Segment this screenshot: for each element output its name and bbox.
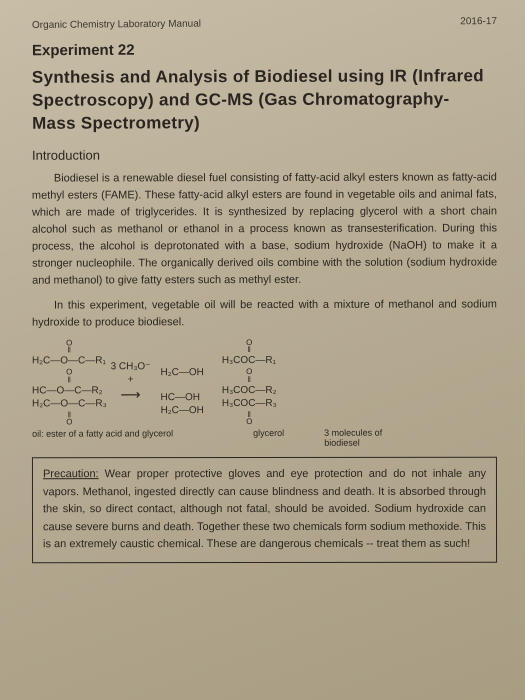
intro-heading: Introduction xyxy=(32,146,497,163)
reagent-label: 3 CH₃O⁻ xyxy=(111,362,151,373)
product-glycerol: H₂C—OH HC—OH H₂C—OH xyxy=(160,349,203,416)
experiment-number: Experiment 22 xyxy=(32,40,497,59)
carbonyl-o: O‖ xyxy=(32,369,107,384)
carbonyl-o: O‖ xyxy=(222,339,277,353)
carbonyl-o: O‖ xyxy=(222,369,277,383)
precaution-body: Wear proper protective gloves and eye pr… xyxy=(43,468,486,551)
reactant-line-1: H₂C—O—C—R₁ xyxy=(32,356,107,367)
intro-paragraph-2: In this experiment, vegetable oil will b… xyxy=(32,297,497,332)
precaution-lead: Precaution: xyxy=(43,468,99,480)
carbonyl-o: ‖O xyxy=(222,411,277,425)
intro-paragraph-1: Biodiesel is a renewable diesel fuel con… xyxy=(32,169,497,290)
glycerol-label: glycerol xyxy=(253,429,284,449)
carbonyl-o: ‖O xyxy=(32,411,107,426)
reaction-scheme: O‖ H₂C—O—C—R₁ O‖ HC—O—C—R₂ H₂C—O—C—R₃ ‖O… xyxy=(32,339,497,450)
reagent-block: 3 CH₃O⁻ + ⟶ xyxy=(111,362,151,403)
reactant-triglyceride: O‖ H₂C—O—C—R₁ O‖ HC—O—C—R₂ H₂C—O—C—R₃ ‖O xyxy=(32,340,107,426)
year-label: 2016-17 xyxy=(460,16,497,27)
biodiesel-line-3: H₃COC—R₃ xyxy=(222,398,277,409)
manual-title: Organic Chemistry Laboratory Manual xyxy=(32,19,201,31)
glycerol-line-2: HC—OH xyxy=(161,392,204,403)
precaution-box: Precaution: Wear proper protective glove… xyxy=(32,457,497,563)
reactant-line-2: HC—O—C—R₂ xyxy=(32,385,107,396)
reactant-line-3: H₂C—O—C—R₃ xyxy=(32,398,107,409)
biodiesel-label: 3 molecules of biodiesel xyxy=(324,429,404,449)
experiment-title: Synthesis and Analysis of Biodiesel usin… xyxy=(32,65,497,135)
product-biodiesel: O‖ H₃COC—R₁ O‖ H₃COC—R₂ H₃COC—R₃ ‖O xyxy=(222,339,277,425)
biodiesel-line-1: H₃COC—R₁ xyxy=(222,356,277,367)
page-header: Organic Chemistry Laboratory Manual 2016… xyxy=(32,16,497,31)
glycerol-line-3: H₂C—OH xyxy=(161,405,204,416)
carbonyl-o: O‖ xyxy=(32,340,107,355)
biodiesel-line-2: H₃COC—R₂ xyxy=(222,385,277,396)
plus-sign: + xyxy=(128,375,134,386)
glycerol-line-1: H₂C—OH xyxy=(160,367,203,378)
reaction-arrow: ⟶ xyxy=(115,388,147,403)
reactant-label: oil: ester of a fatty acid and glycerol xyxy=(32,430,173,450)
